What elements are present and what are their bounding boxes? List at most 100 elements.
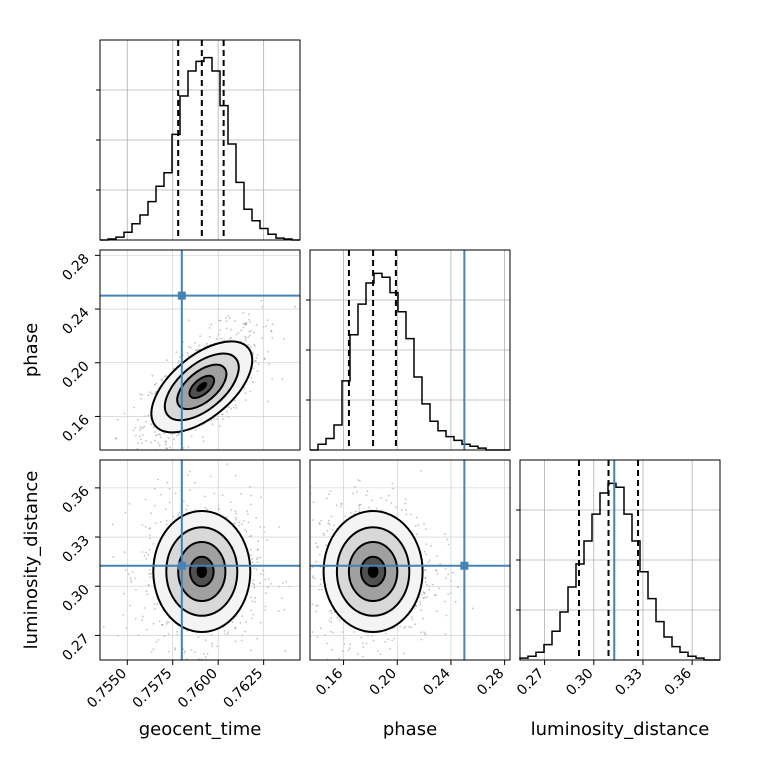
sample-point <box>174 648 177 651</box>
sample-point <box>165 523 168 526</box>
sample-point <box>141 619 144 622</box>
sample-point <box>254 601 256 603</box>
sample-point <box>256 561 259 564</box>
sample-point <box>164 440 167 443</box>
sample-point <box>429 559 431 561</box>
sample-point <box>183 500 185 503</box>
sample-point <box>238 524 240 527</box>
sample-point <box>311 603 314 606</box>
sample-point <box>194 342 197 344</box>
sample-point <box>219 319 222 322</box>
sample-point <box>154 439 157 442</box>
truth-marker <box>177 561 186 570</box>
sample-point <box>371 499 373 502</box>
sample-point <box>161 624 164 626</box>
sample-point <box>147 553 150 556</box>
histogram-phase <box>310 272 510 451</box>
sample-point <box>281 597 283 600</box>
sample-point <box>349 511 352 514</box>
sample-point <box>330 630 332 633</box>
sample-point <box>249 321 252 323</box>
sample-point <box>226 463 229 465</box>
sample-point <box>152 543 155 545</box>
sample-point <box>415 604 417 607</box>
sample-point <box>265 592 267 595</box>
sample-point <box>438 587 440 590</box>
x-tick-label-phase: 0.28 <box>474 665 507 698</box>
x-axis-label-luminosity_distance: luminosity_distance <box>531 719 710 740</box>
sample-point <box>365 494 368 497</box>
sample-point <box>255 357 258 360</box>
sample-point <box>240 329 243 332</box>
truth-marker <box>460 561 469 570</box>
panel-frame <box>309 459 511 661</box>
panel-frame <box>99 249 301 451</box>
sample-point <box>153 504 156 507</box>
sample-point <box>391 482 394 485</box>
sample-point <box>188 319 190 322</box>
sample-point <box>225 327 228 330</box>
sample-point <box>250 596 252 599</box>
sample-point <box>420 638 423 641</box>
sample-point <box>144 498 147 501</box>
sample-point <box>153 487 156 490</box>
sample-point <box>221 413 224 416</box>
sample-point <box>312 575 315 578</box>
sample-point <box>278 526 281 528</box>
sample-point <box>393 637 396 640</box>
x-tick-label-luminosity_distance: 0.27 <box>514 666 547 699</box>
sample-point <box>330 515 333 518</box>
sample-point <box>250 494 253 497</box>
sample-point <box>331 528 334 531</box>
sample-point <box>150 572 153 575</box>
sample-point <box>224 317 227 319</box>
sample-point <box>266 539 268 542</box>
sample-point <box>250 330 252 332</box>
panel-frame <box>519 459 721 661</box>
sample-point <box>158 433 161 436</box>
sample-point <box>282 337 285 340</box>
sample-point <box>187 355 190 358</box>
sample-point <box>102 626 105 628</box>
sample-point <box>444 533 446 535</box>
sample-point <box>338 619 341 621</box>
sample-point <box>132 429 135 432</box>
y-tick-label-luminosity_distance: 0.33 <box>60 533 93 566</box>
sample-point <box>250 609 253 612</box>
sample-point <box>152 622 155 625</box>
sample-point <box>271 377 274 380</box>
sample-point <box>151 392 153 395</box>
sample-point <box>227 315 230 317</box>
sample-point <box>244 335 246 338</box>
sample-point <box>283 608 286 611</box>
sample-point <box>315 610 318 613</box>
sample-point <box>320 519 323 522</box>
sample-point <box>178 511 181 514</box>
sample-point <box>168 501 171 504</box>
sample-point <box>343 643 346 646</box>
sample-point <box>169 446 171 449</box>
sample-point <box>436 573 439 575</box>
sample-point <box>439 563 442 565</box>
sample-point <box>260 496 262 499</box>
sample-point <box>149 576 152 578</box>
sample-point <box>423 550 426 553</box>
sample-point <box>321 588 323 591</box>
y-tick-label-luminosity_distance: 0.30 <box>59 582 92 615</box>
sample-point <box>151 374 154 377</box>
sample-point <box>145 439 147 442</box>
sample-point <box>323 534 325 537</box>
sample-point <box>208 335 211 338</box>
sample-point <box>240 639 243 642</box>
sample-point <box>211 642 214 645</box>
sample-point <box>318 589 320 591</box>
sample-point <box>358 507 361 510</box>
sample-point <box>159 436 162 439</box>
sample-point <box>134 577 137 580</box>
sample-point <box>229 338 232 340</box>
sample-point <box>125 627 128 629</box>
sample-point <box>242 322 245 325</box>
sample-point <box>264 609 267 611</box>
sample-point <box>256 637 259 640</box>
sample-point <box>231 621 234 624</box>
